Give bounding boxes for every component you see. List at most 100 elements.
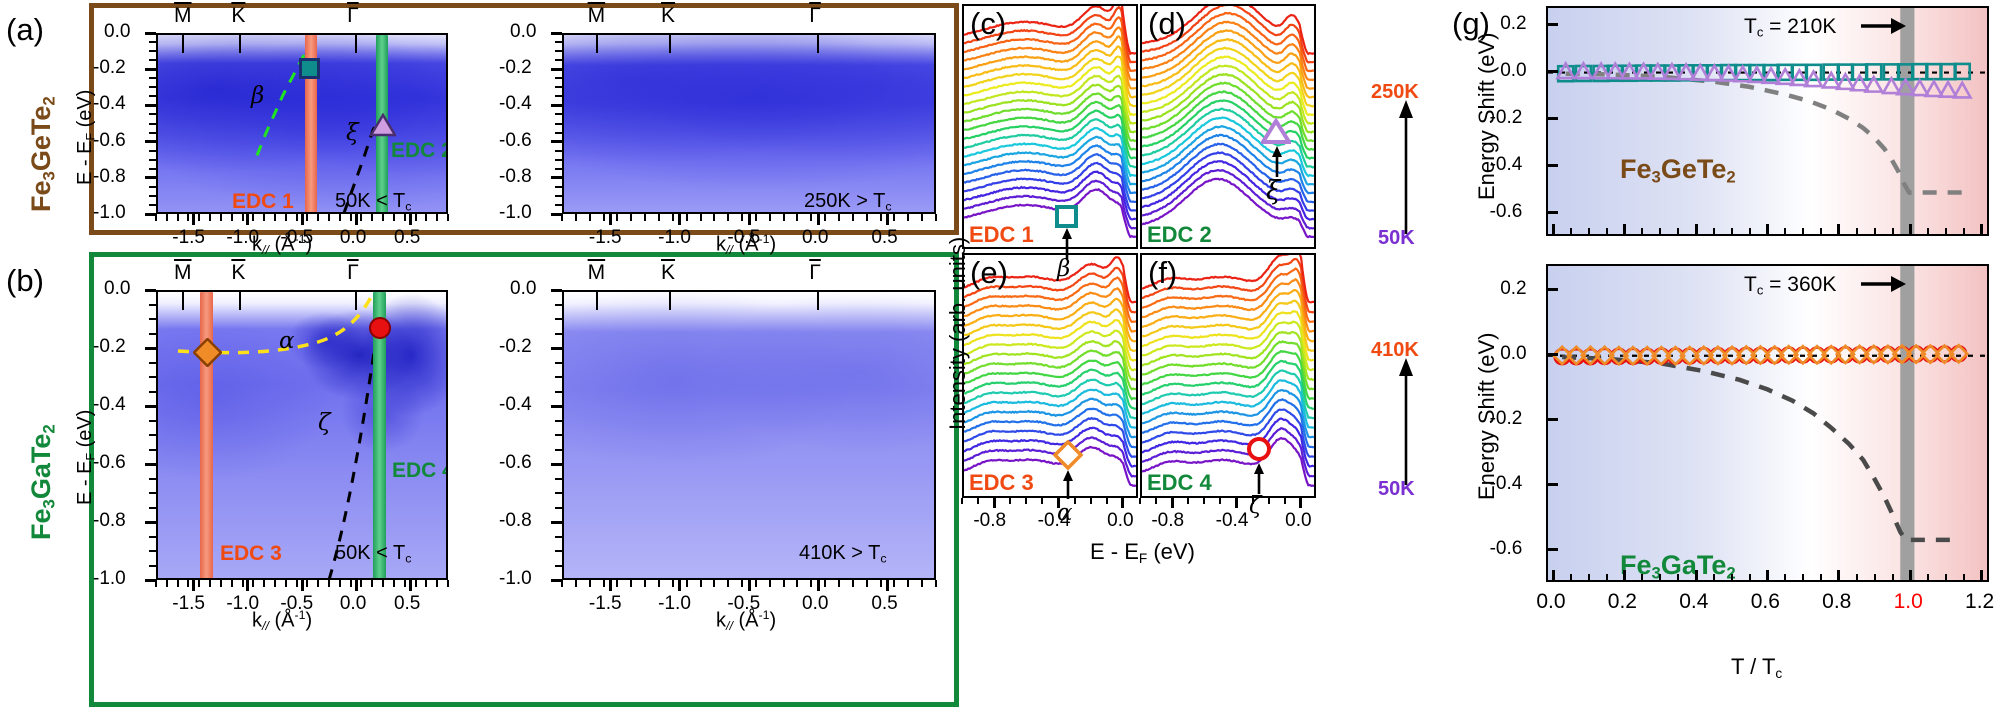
edc-left-xtick-minor bbox=[1057, 498, 1060, 504]
arpes-intensity-a-right bbox=[564, 35, 934, 212]
a-left-xtick-minor bbox=[392, 214, 395, 221]
g-top-xtick-minor bbox=[1570, 228, 1572, 236]
edc-left-xtick-minor bbox=[993, 498, 996, 504]
b-left-ytick-minor-7 bbox=[149, 390, 156, 393]
a-left-xtick-minor bbox=[425, 214, 428, 221]
g-bot-xtick-minor bbox=[1820, 574, 1823, 582]
panel-g-top-plot[interactable] bbox=[1546, 6, 1989, 236]
b-right-xtick-minor bbox=[685, 580, 688, 587]
edc-left-xtick-minor bbox=[1121, 498, 1124, 504]
b-left-hsp-bar-K bbox=[239, 292, 242, 310]
g-bot-xtick-minor bbox=[1695, 574, 1698, 582]
a-right-xtick-minor bbox=[713, 214, 716, 221]
a-left-xtick-major-3 bbox=[354, 214, 358, 225]
a-right-ytick-minor-11 bbox=[555, 131, 562, 134]
b-right-xtick-minor bbox=[768, 580, 771, 587]
g-bot-xtick-minor bbox=[1730, 574, 1733, 582]
edc-panel-e[interactable] bbox=[962, 253, 1138, 498]
a-right-xtick-major-2 bbox=[747, 214, 751, 225]
g-marker-diamond bbox=[1792, 344, 1814, 366]
b-left-xtick-minor bbox=[176, 580, 179, 587]
g-top-ynum-2: -0.2 bbox=[1489, 106, 1523, 128]
b-right-xtick-minor bbox=[796, 580, 799, 587]
a-right-ytick-minor-1 bbox=[555, 41, 562, 44]
g-top-tc-arrow bbox=[1861, 18, 1906, 34]
edc-curve bbox=[964, 359, 1136, 401]
arpes-map-a-left[interactable]: β ξ EDC 1 EDC 2 50K < Tc bbox=[156, 33, 448, 214]
a-right-xtick-minor bbox=[768, 214, 771, 221]
a-left-hsp-label-G: Γ bbox=[347, 4, 359, 27]
b-right-ytick-minor-11 bbox=[555, 448, 562, 451]
edc-curve bbox=[1142, 267, 1314, 323]
a-right-ytick-minor-15 bbox=[555, 167, 562, 170]
edc-curve bbox=[964, 187, 1136, 239]
g-top-svg bbox=[1548, 8, 1987, 234]
a-left-xtick-minor bbox=[349, 214, 352, 221]
g-bot-xtick-minor bbox=[1980, 574, 1983, 582]
g-bot-xnum-2: 0.4 bbox=[1679, 590, 1709, 613]
b-right-ytick-minor-19 bbox=[555, 564, 562, 567]
b-left-hsp-bar-M bbox=[182, 292, 185, 310]
b-right-xnum-0: -1.5 bbox=[588, 593, 622, 614]
edc-curve bbox=[964, 161, 1136, 212]
zeta-circle-marker bbox=[369, 317, 391, 339]
b-right-xtick-major-1 bbox=[678, 580, 682, 591]
edc-panel-f[interactable] bbox=[1140, 253, 1316, 498]
edc4-marker-bar[interactable] bbox=[373, 292, 386, 578]
edc-curve bbox=[1142, 29, 1314, 90]
edc-d-band-label: ξ bbox=[1266, 176, 1281, 206]
g-marker-triangle bbox=[1849, 72, 1871, 92]
edc-panel-d[interactable] bbox=[1140, 4, 1316, 249]
a-right-xtick-major-1 bbox=[678, 214, 682, 225]
arpes-map-a-right[interactable]: 250K > Tc bbox=[562, 33, 936, 214]
a-right-xtick-minor bbox=[851, 214, 854, 221]
g-top-ynum-3: -0.4 bbox=[1489, 153, 1523, 175]
b-left-ytick-minor-18 bbox=[149, 550, 156, 552]
edc-right-xtick-minor bbox=[1235, 498, 1238, 504]
b-left-ytick-major-1 bbox=[145, 346, 156, 350]
edc-curve bbox=[964, 407, 1136, 449]
edc-curve bbox=[1142, 125, 1314, 186]
edc-curve bbox=[1142, 436, 1314, 487]
b-left-xtick-major-0 bbox=[192, 580, 196, 591]
b-left-xnum-2: -0.5 bbox=[280, 593, 314, 614]
b-left-xtick-minor bbox=[187, 580, 190, 587]
g-marker-diamond bbox=[1679, 345, 1701, 367]
g-marker-triangle bbox=[1788, 67, 1810, 87]
edc-curve bbox=[1142, 11, 1314, 73]
edc-curve bbox=[1142, 168, 1314, 230]
a-left-ylabel-2: -0.4 bbox=[93, 93, 126, 115]
b-left-hsp-label-K: K bbox=[231, 261, 246, 284]
b-right-ytick-minor-9 bbox=[555, 419, 562, 422]
a-right-ytick-major-3 bbox=[551, 140, 562, 144]
edc-curve bbox=[1142, 277, 1314, 333]
edc1-marker-bar[interactable] bbox=[305, 35, 317, 212]
b-right-xnum-2: -0.5 bbox=[727, 593, 761, 614]
a-left-ylabel-0: 0.0 bbox=[104, 21, 131, 42]
g-bot-xtick-minor bbox=[1909, 574, 1912, 582]
temp-label-b-left: 50K < Tc bbox=[335, 542, 412, 566]
arpes-map-b-left[interactable]: α ζ EDC 3 EDC 4 50K < Tc bbox=[156, 290, 448, 580]
b-right-ytick-minor-13 bbox=[555, 477, 562, 480]
b-left-hsp-label-G: Γ bbox=[347, 261, 359, 284]
a-right-xtick-minor bbox=[727, 214, 730, 221]
a-right-xtick-minor bbox=[796, 214, 799, 221]
b-right-xtick-minor bbox=[907, 580, 910, 587]
g-bot-xtick-minor bbox=[1766, 574, 1769, 582]
a-left-xnum-4: 0.5 bbox=[393, 227, 421, 248]
edc-left-xtick-minor bbox=[1073, 498, 1076, 504]
edc-panel-c[interactable] bbox=[962, 4, 1138, 249]
panel-g-bottom-plot[interactable] bbox=[1546, 264, 1989, 582]
b-left-ytick-major-3 bbox=[145, 462, 156, 466]
arpes-map-b-right[interactable]: 410K > Tc bbox=[562, 290, 936, 580]
a-right-xtick-minor bbox=[561, 214, 563, 221]
g-marker-diamond bbox=[1664, 345, 1686, 367]
g-bot-xtick-minor bbox=[1605, 574, 1608, 582]
g-bot-xtick-minor bbox=[1802, 574, 1805, 582]
edc3-marker-bar[interactable] bbox=[200, 292, 213, 578]
label-band-zeta: ζ bbox=[318, 410, 331, 436]
panel-d-letter: (d) bbox=[1148, 6, 1186, 41]
a-left-ytick-minor-2 bbox=[149, 50, 156, 53]
edc-curve bbox=[1142, 133, 1314, 195]
a-right-xnum-4: 0.5 bbox=[871, 227, 898, 248]
